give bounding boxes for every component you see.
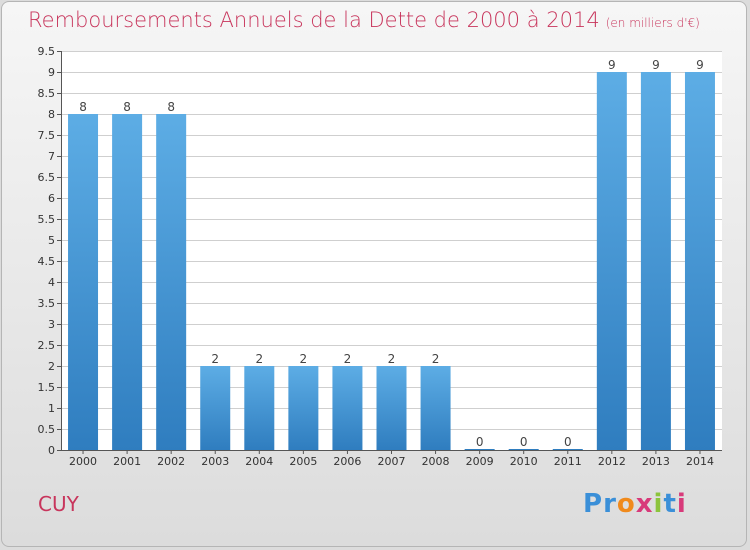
bar (244, 366, 275, 450)
x-tick-label: 2013 (642, 455, 670, 468)
bar (112, 114, 143, 450)
x-tick-label: 2011 (554, 455, 582, 468)
bar-value-label: 2 (300, 352, 308, 366)
bar (68, 114, 99, 450)
bar (376, 366, 407, 450)
bar (552, 449, 583, 450)
logo-letter: r (603, 489, 617, 519)
bar (640, 72, 671, 450)
bar-value-label: 9 (696, 58, 704, 72)
chart-title-text: Remboursements Annuels de la Dette de 20… (28, 8, 600, 32)
y-tick-label: 5.5 (38, 213, 56, 226)
bar-value-label: 8 (167, 100, 175, 114)
y-tick-label: 1 (48, 402, 55, 415)
logo-letter: o (616, 489, 636, 519)
bar-value-label: 0 (564, 435, 572, 449)
logo-letter: i (653, 489, 664, 519)
y-tick-label: 0 (48, 444, 55, 457)
y-tick-label: 1.5 (38, 381, 56, 394)
x-tick-label: 2007 (378, 455, 406, 468)
y-tick-label: 0.5 (38, 423, 56, 436)
y-tick-label: 7.5 (38, 129, 56, 142)
y-tick-label: 9 (48, 66, 55, 79)
bar (596, 72, 627, 450)
bar-value-label: 8 (123, 100, 131, 114)
bar-value-label: 2 (344, 352, 352, 366)
bar (464, 449, 495, 450)
x-tick-label: 2008 (422, 455, 450, 468)
x-tick-label: 2001 (113, 455, 141, 468)
y-tick-label: 3.5 (38, 297, 56, 310)
bar-value-label: 2 (255, 352, 263, 366)
bar-value-label: 0 (476, 435, 484, 449)
bar (288, 366, 319, 450)
bar (508, 449, 539, 450)
bar (200, 366, 231, 450)
x-tick-label: 2000 (69, 455, 97, 468)
x-tick-label: 2002 (157, 455, 185, 468)
y-tick-label: 3 (48, 318, 55, 331)
bar-value-label: 0 (520, 435, 528, 449)
x-tick-label: 2009 (466, 455, 494, 468)
bar-value-label: 8 (79, 100, 87, 114)
y-tick-label: 6.5 (38, 171, 56, 184)
y-tick-label: 4.5 (38, 255, 56, 268)
commune-name: CUY (38, 492, 79, 516)
x-tick-label: 2012 (598, 455, 626, 468)
x-tick-label: 2003 (201, 455, 229, 468)
x-tick-label: 2005 (289, 455, 317, 468)
y-tick-label: 4 (48, 276, 55, 289)
x-tick-label: 2004 (245, 455, 273, 468)
chart-unit: (en milliers d'€) (605, 16, 700, 30)
logo-letter: x (635, 489, 654, 519)
bar-value-label: 2 (211, 352, 219, 366)
y-tick-label: 8 (48, 108, 55, 121)
y-tick-label: 5 (48, 234, 55, 247)
x-tick-label: 2014 (686, 455, 714, 468)
bar-value-label: 9 (652, 58, 660, 72)
x-tick-label: 2006 (333, 455, 361, 468)
bar (332, 366, 363, 450)
logo-letter: P (583, 489, 604, 519)
y-tick-label: 2 (48, 360, 55, 373)
bar-value-label: 9 (608, 58, 616, 72)
bar-value-label: 2 (388, 352, 396, 366)
logo-letter: t (663, 489, 677, 519)
logo-letter: i (676, 489, 687, 519)
chart-title: Remboursements Annuels de la Dette de 20… (28, 8, 700, 32)
y-tick-label: 6 (48, 192, 55, 205)
bar (156, 114, 187, 450)
bar (420, 366, 451, 450)
bar (684, 72, 715, 450)
bar-value-label: 2 (432, 352, 440, 366)
proxiti-logo: Proxiti (583, 489, 687, 519)
y-tick-label: 7 (48, 150, 55, 163)
y-tick-label: 9.5 (38, 45, 56, 58)
y-tick-label: 2.5 (38, 339, 56, 352)
x-tick-label: 2010 (510, 455, 538, 468)
y-tick-label: 8.5 (38, 87, 56, 100)
